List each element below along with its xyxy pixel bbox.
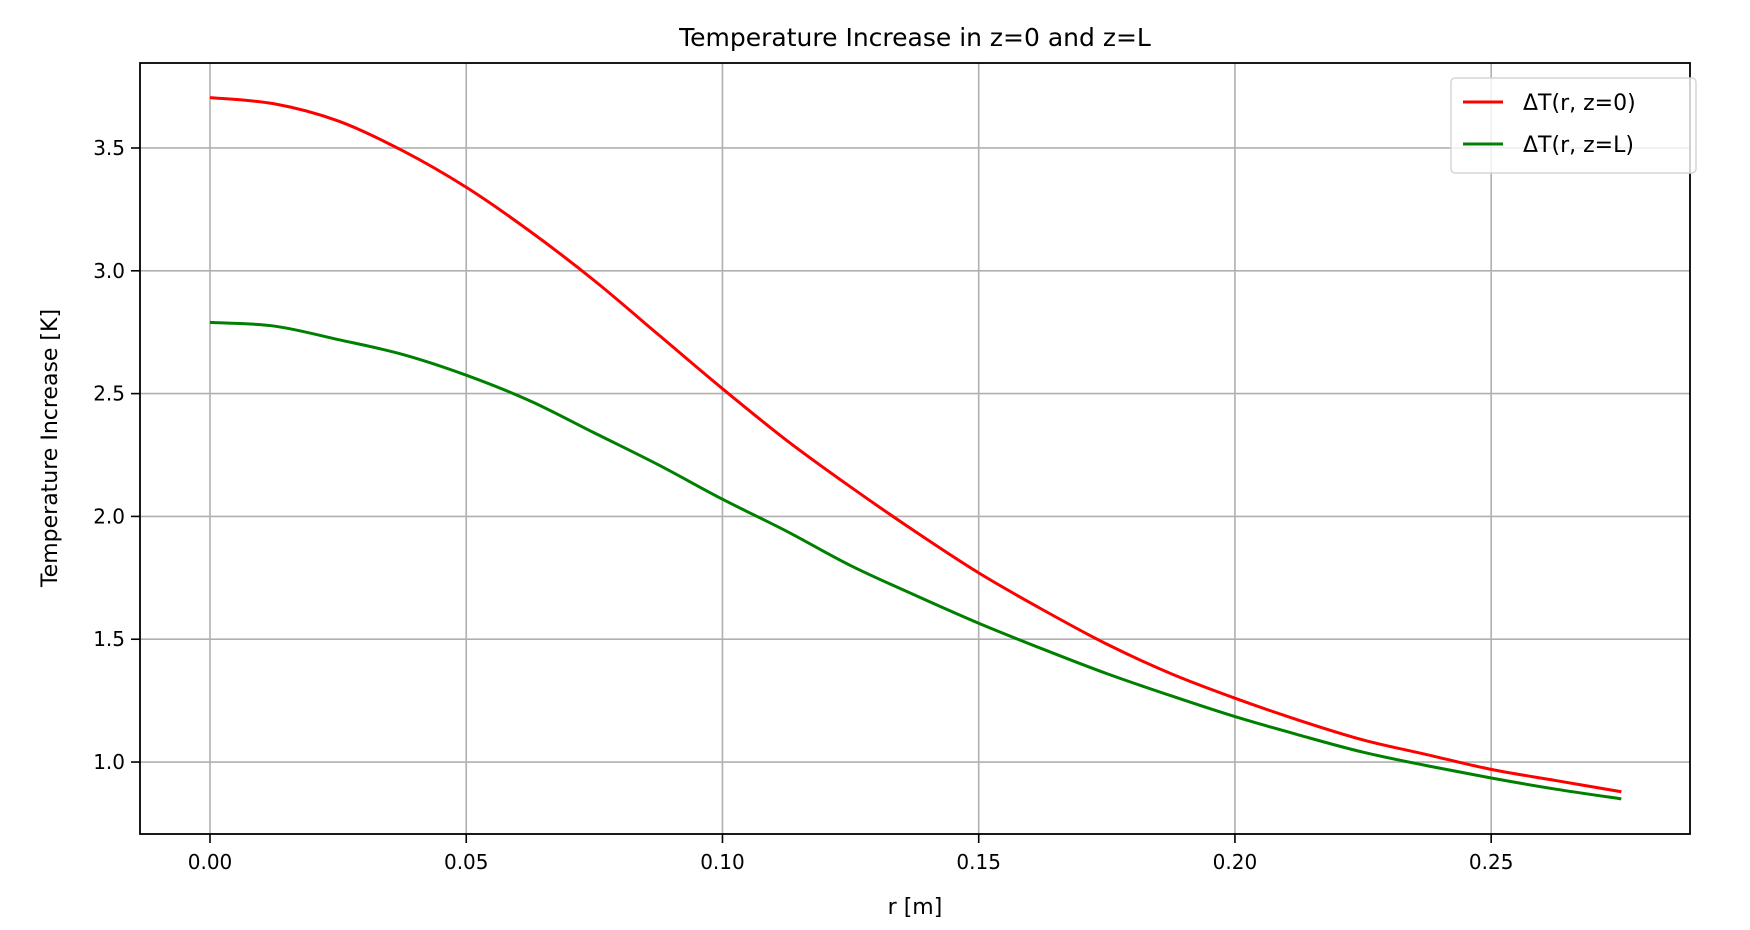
x-tick-label: 0.25 (1469, 850, 1514, 874)
x-tick-label: 0.10 (700, 850, 745, 874)
grid (140, 63, 1690, 834)
y-axis-label: Temperature Increase [K] (38, 309, 63, 588)
y-axis: 1.0 1.5 2.0 2.5 3.0 3.5 (93, 136, 140, 774)
plot-frame (139, 62, 1691, 835)
legend-label-z0: ΔT(r, z=0) (1523, 91, 1636, 116)
series-line-zL (209, 320, 1622, 801)
y-tick-label: 3.0 (93, 259, 125, 283)
x-tick-label: 0.20 (1213, 850, 1258, 874)
legend-box (1450, 77, 1697, 174)
legend-label-zL: ΔT(r, z=L) (1523, 133, 1634, 158)
y-tick-label: 2.0 (93, 504, 125, 528)
x-tick-label: 0.00 (188, 850, 233, 874)
y-tick-label: 1.5 (93, 627, 125, 651)
y-tick-label: 3.5 (93, 136, 125, 160)
legend: ΔT(r, z=0) ΔT(r, z=L) (1450, 77, 1697, 174)
y-tick-label: 1.0 (93, 750, 125, 774)
chart-title: Temperature Increase in z=0 and z=L (678, 23, 1151, 52)
series-line-z0 (209, 96, 1622, 794)
x-axis-label: r [m] (888, 895, 943, 920)
series-lines (209, 96, 1622, 801)
x-axis: 0.00 0.05 0.10 0.15 0.20 0.25 (188, 834, 1514, 874)
x-tick-label: 0.15 (956, 850, 1001, 874)
x-tick-label: 0.05 (444, 850, 489, 874)
y-tick-label: 2.5 (93, 382, 125, 406)
